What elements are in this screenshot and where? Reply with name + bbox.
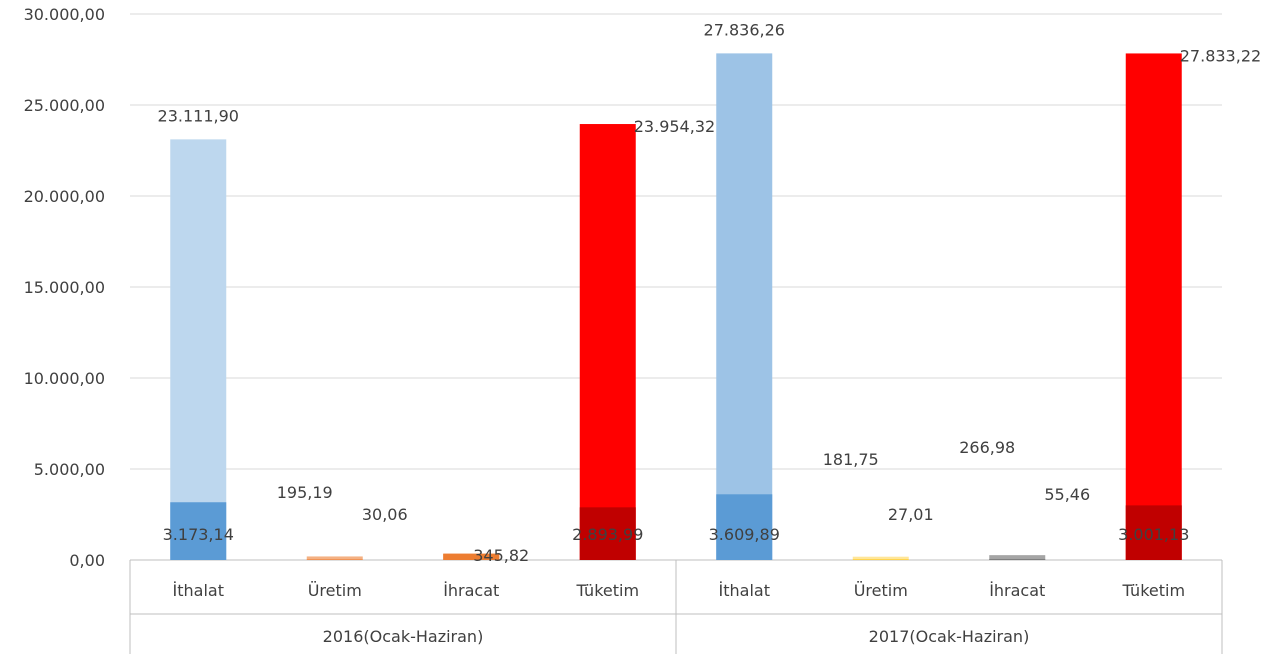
data-label-inner: 27,01 [888, 505, 934, 524]
x-category-label: Tüketim [1121, 581, 1185, 600]
bar-inner [1125, 505, 1182, 560]
x-category-label: İthalat [173, 581, 224, 600]
y-tick-label: 20.000,00 [24, 187, 105, 206]
x-category-label: Üretim [308, 581, 362, 600]
data-label-total: 27.836,26 [704, 20, 785, 39]
y-axis-tick-labels: 0,00 5.000,00 10.000,00 15.000,00 20.000,00 2… [24, 5, 105, 570]
bar-total [852, 556, 909, 560]
y-tick-label: 5.000,00 [34, 460, 105, 479]
x-category-label: İthalat [719, 581, 770, 600]
y-tick-label: 0,00 [69, 551, 105, 570]
bar-total [579, 124, 636, 561]
bar-inner [716, 494, 773, 560]
data-label-total: 181,75 [823, 450, 879, 469]
data-label-total: 345,82 [473, 546, 529, 565]
x-category-label: İhracat [989, 581, 1045, 600]
y-tick-label: 10.000,00 [24, 369, 105, 388]
bars [170, 53, 1182, 561]
data-label-total: 23.954,32 [634, 117, 715, 136]
bar-total [989, 555, 1046, 560]
data-label-inner: 2.893,99 [572, 525, 643, 544]
bar-inner [443, 553, 500, 560]
bar-total [306, 556, 363, 560]
bar-total [716, 53, 773, 561]
x-group-label: 2017(Ocak-Haziran) [869, 627, 1030, 646]
x-category-label: Üretim [854, 581, 908, 600]
gridlines [130, 13, 1222, 561]
y-tick-label: 15.000,00 [24, 278, 105, 297]
y-tick-label: 25.000,00 [24, 96, 105, 115]
data-label-inner: 3.173,14 [163, 525, 234, 544]
data-label-inner: 3.001,13 [1118, 525, 1189, 544]
bar-inner [989, 558, 1046, 560]
data-label-inner: 30,06 [362, 505, 408, 524]
y-tick-label: 30.000,00 [24, 5, 105, 24]
bar-total [170, 139, 227, 561]
data-labels: 23.111,90 3.173,14 195,19 30,06 345,82 23.954… [158, 20, 1262, 565]
data-label-total: 23.111,90 [158, 106, 239, 125]
x-category-label: İhracat [443, 581, 499, 600]
data-label-total: 266,98 [959, 438, 1015, 457]
bar-inner [170, 502, 227, 560]
bar-inner [579, 507, 636, 560]
data-label-total: 195,19 [277, 483, 333, 502]
data-label-inner: 55,46 [1044, 485, 1090, 504]
x-category-label: Tüketim [575, 581, 639, 600]
data-label-inner: 3.609,89 [709, 525, 780, 544]
bar-inner [306, 559, 363, 560]
bar-total [1125, 53, 1182, 560]
x-group-label: 2016(Ocak-Haziran) [323, 627, 484, 646]
data-label-total: 27.833,22 [1180, 46, 1261, 65]
x-axis: İthalat Üretim İhracat Tüketim 2016(Ocak-Haz… [129, 560, 1223, 654]
